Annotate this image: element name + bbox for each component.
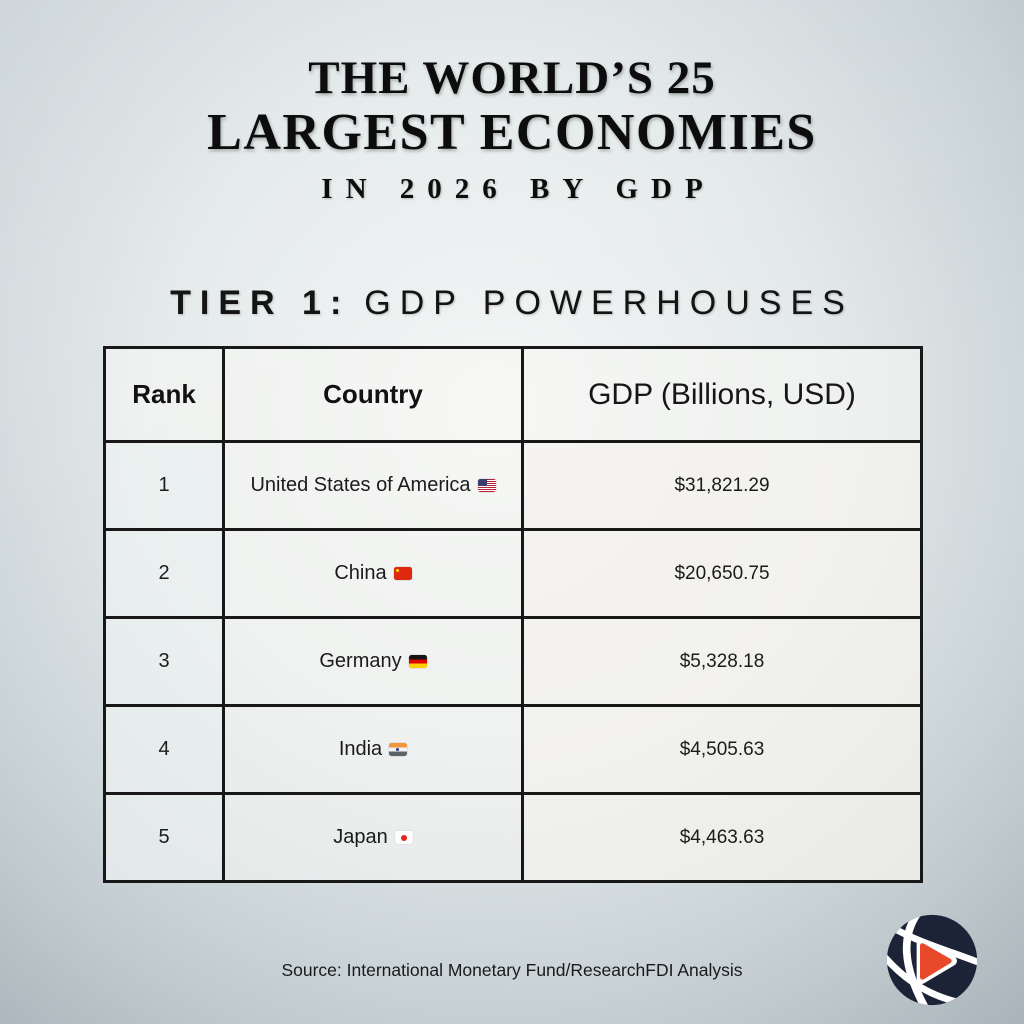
column-header-rank: Rank [103,346,225,443]
de-flag-icon [408,655,427,668]
table-row: 1 United States of America $31,821.29 [103,440,923,531]
table-row: 2 China $20,650.75 [103,528,923,619]
country-name: Germany [319,650,402,672]
country-cell: India [222,704,524,795]
country-name: Japan [333,826,388,848]
table-row: 5 Japan $4,463.63 [103,792,923,883]
infographic-title: THE WORLD’S 25 LARGEST ECONOMIES IN 2026… [0,52,1024,206]
country-cell: China [222,528,524,619]
country-name: China [334,562,387,584]
source-attribution: Source: International Monetary Fund/Rese… [281,960,743,980]
country-name: United States of America [250,474,471,496]
table-row: 3 Germany $5,328.18 [103,616,923,707]
column-header-gdp: GDP (Billions, USD) [521,346,923,443]
gdp-value: $4,505.63 [521,704,923,795]
column-header-country: Country [222,346,524,443]
tier-title: GDP POWERHOUSES [364,284,854,322]
country-name: India [338,738,383,760]
us-flag-icon [477,479,496,492]
gdp-value: $4,463.63 [521,792,923,883]
tier-label: TIER 1: [170,284,351,322]
rank-value: 3 [103,616,225,707]
table-row: 4 India $4,505.63 [103,704,923,795]
rank-value: 5 [103,792,225,883]
gdp-ranking-table: Rank Country GDP (Billions, USD) 1 Unite… [103,346,923,883]
table-header-row: Rank Country GDP (Billions, USD) [103,346,923,443]
rank-value: 1 [103,440,225,531]
country-cell: United States of America [222,440,524,531]
logo-play-triangle [920,943,952,980]
rank-value: 2 [103,528,225,619]
tier-heading: TIER 1: GDP POWERHOUSES [0,284,1024,323]
gdp-value: $20,650.75 [521,528,923,619]
title-line-1: THE WORLD’S 25 [308,52,716,104]
jp-flag-icon [394,831,413,844]
gdp-value: $31,821.29 [521,440,923,531]
title-line-2: LARGEST ECONOMIES [207,103,817,161]
researchfdi-globe-logo [886,914,978,1006]
country-cell: Japan [222,792,524,883]
country-cell: Germany [222,616,524,707]
in-flag-icon [389,743,408,756]
gdp-value: $5,328.18 [521,616,923,707]
title-line-3: IN 2026 BY GDP [321,172,716,205]
cn-flag-icon [393,567,412,580]
rank-value: 4 [103,704,225,795]
